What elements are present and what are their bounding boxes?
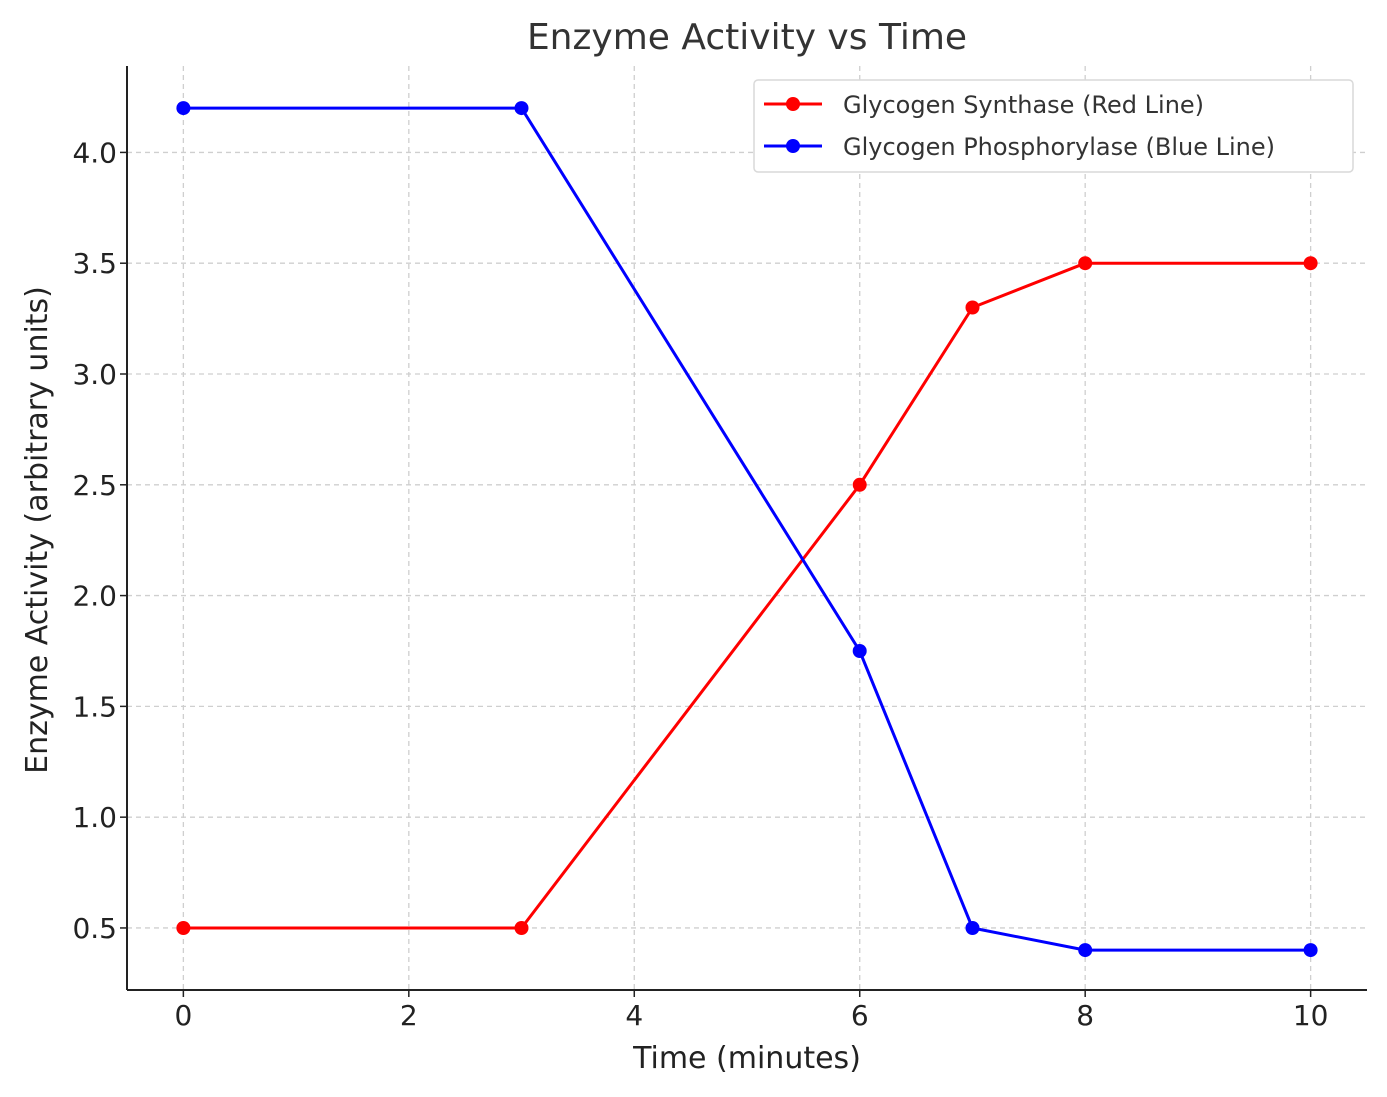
- y-tick-label-6: 3.5: [72, 247, 117, 280]
- y-tick-label-7: 4.0: [72, 136, 117, 169]
- legend-label-0: Glycogen Synthase (Red Line): [843, 91, 1204, 119]
- series-1-point-0: [176, 101, 191, 116]
- y-tick-label-5: 3.0: [72, 358, 117, 391]
- series-line-0: [183, 261, 1311, 930]
- y-tick-label-3: 2.0: [72, 580, 117, 613]
- x-tick-label-1: 2: [400, 999, 418, 1032]
- axis-layer: 0 2 4 6 8 10 0.5 1.0 1.5 2.0 2.5 3.0 3.5 4.0: [72, 66, 1367, 1032]
- series-0-point-5: [1303, 256, 1318, 271]
- x-tick-label-2: 4: [625, 999, 643, 1032]
- legend-label-1: Glycogen Phosphorylase (Blue Line): [843, 133, 1275, 161]
- y-tick-label-0: 0.5: [72, 912, 117, 945]
- series-0-point-3: [965, 300, 980, 315]
- legend: Glycogen Synthase (Red Line) Glycogen Pho…: [753, 79, 1354, 173]
- series-line-1: [183, 106, 1311, 952]
- series-0-point-2: [852, 477, 867, 492]
- chart-title: Enzyme Activity vs Time: [527, 17, 967, 58]
- grid-layer: [127, 66, 1367, 990]
- series-0-point-1: [514, 921, 529, 935]
- series-1-point-1: [514, 101, 529, 116]
- legend-box: [753, 79, 1354, 173]
- series-layer: [176, 101, 1318, 958]
- series-1-point-5: [1303, 943, 1318, 958]
- legend-marker-1: [786, 139, 800, 153]
- x-tick-label-4: 8: [1076, 999, 1094, 1032]
- x-tick-label-5: 10: [1293, 999, 1329, 1032]
- series-0-point-0: [176, 921, 191, 935]
- series-1-point-4: [1078, 943, 1093, 958]
- series-1-point-3: [965, 921, 980, 935]
- x-tick-label-0: 0: [174, 999, 192, 1032]
- x-tick-label-3: 6: [851, 999, 869, 1032]
- legend-marker-0: [786, 97, 800, 111]
- y-tick-label-2: 1.5: [72, 690, 117, 723]
- x-axis-label: Time (minutes): [632, 1041, 861, 1076]
- series-0-point-4: [1078, 256, 1093, 271]
- y-tick-label-4: 2.5: [72, 469, 117, 502]
- y-axis-label: Enzyme Activity (arbitrary units): [20, 286, 55, 774]
- y-tick-label-1: 1.0: [72, 801, 117, 834]
- series-1-point-2: [852, 644, 867, 658]
